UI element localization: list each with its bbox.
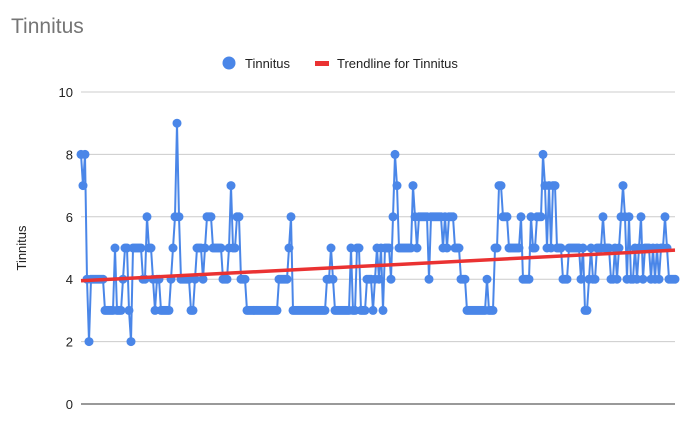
- data-point: [216, 243, 226, 253]
- data-point: [116, 305, 126, 315]
- y-tick-label: 2: [66, 335, 73, 350]
- y-tick-label: 6: [66, 210, 73, 225]
- data-point: [538, 149, 548, 159]
- data-point: [272, 305, 282, 315]
- data-point: [378, 305, 388, 315]
- data-point: [582, 305, 592, 315]
- data-point: [636, 212, 646, 222]
- data-point: [392, 181, 402, 191]
- data-point: [110, 243, 120, 253]
- data-point: [492, 243, 502, 253]
- legend: Tinnitus Trendline for Tinnitus: [222, 56, 458, 71]
- data-point: [496, 181, 506, 191]
- legend-label-tinnitus: Tinnitus: [245, 56, 291, 71]
- data-point: [78, 181, 88, 191]
- y-tick-label: 4: [66, 272, 73, 287]
- data-point: [136, 243, 146, 253]
- data-point: [614, 243, 624, 253]
- data-point: [168, 243, 178, 253]
- data-point: [206, 212, 216, 222]
- data-point: [612, 274, 622, 284]
- data-point: [174, 212, 184, 222]
- data-point: [234, 212, 244, 222]
- y-axis-title: Tinnitus: [14, 225, 29, 271]
- data-point: [190, 274, 200, 284]
- data-point: [286, 212, 296, 222]
- data-point: [598, 212, 608, 222]
- data-point: [354, 243, 364, 253]
- data-point: [360, 305, 370, 315]
- data-point: [328, 274, 338, 284]
- data-point: [488, 305, 498, 315]
- y-tick-label: 10: [59, 85, 73, 100]
- data-point: [386, 274, 396, 284]
- data-point: [384, 243, 394, 253]
- data-point: [230, 243, 240, 253]
- data-point: [390, 149, 400, 159]
- data-point: [556, 243, 566, 253]
- data-point: [284, 243, 294, 253]
- data-point: [562, 274, 572, 284]
- legend-marker-trendline: [315, 61, 329, 66]
- data-point: [226, 181, 236, 191]
- data-point: [142, 212, 152, 222]
- data-point: [578, 243, 588, 253]
- data-point: [412, 243, 422, 253]
- data-point: [84, 337, 94, 347]
- data-point: [638, 274, 648, 284]
- data-point: [388, 212, 398, 222]
- data-point: [590, 274, 600, 284]
- data-point: [524, 274, 534, 284]
- data-point: [198, 274, 208, 284]
- data-point: [80, 149, 90, 159]
- data-point: [442, 243, 452, 253]
- data-point: [408, 181, 418, 191]
- legend-marker-tinnitus: [222, 56, 236, 70]
- data-point: [482, 274, 492, 284]
- data-point: [124, 305, 134, 315]
- data-point: [670, 274, 680, 284]
- data-point: [536, 212, 546, 222]
- data-point: [282, 274, 292, 284]
- data-point: [188, 305, 198, 315]
- chart-title: Tinnitus: [11, 15, 84, 38]
- data-point: [424, 274, 434, 284]
- data-point: [320, 305, 330, 315]
- y-tick-label: 8: [66, 147, 73, 162]
- data-point: [222, 274, 232, 284]
- data-point: [448, 212, 458, 222]
- data-point: [368, 305, 378, 315]
- data-point: [326, 243, 336, 253]
- data-point: [514, 243, 524, 253]
- data-point: [460, 274, 470, 284]
- data-point: [550, 181, 560, 191]
- data-point: [240, 274, 250, 284]
- data-point: [200, 243, 210, 253]
- data-point: [502, 212, 512, 222]
- data-point: [164, 305, 174, 315]
- data-point: [374, 274, 384, 284]
- data-point: [660, 212, 670, 222]
- y-tick-label: 0: [66, 397, 73, 412]
- data-point: [126, 337, 136, 347]
- data-point: [454, 243, 464, 253]
- data-point: [654, 274, 664, 284]
- data-point: [516, 212, 526, 222]
- data-point: [624, 212, 634, 222]
- trendline: [80, 248, 676, 283]
- data-point: [172, 118, 182, 128]
- data-point: [530, 243, 540, 253]
- data-point: [146, 243, 156, 253]
- legend-label-trendline: Trendline for Tinnitus: [337, 56, 458, 71]
- data-point: [618, 181, 628, 191]
- data-point: [576, 274, 586, 284]
